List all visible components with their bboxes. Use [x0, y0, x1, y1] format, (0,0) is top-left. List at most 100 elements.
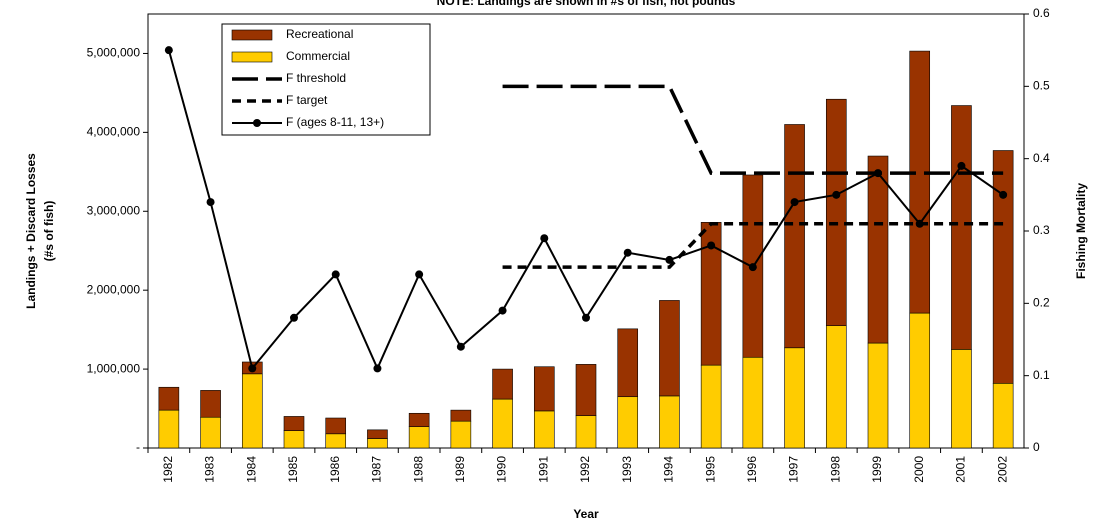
bar	[659, 395, 680, 449]
x-tick-label: 1987	[370, 456, 384, 483]
line	[502, 84, 1004, 175]
chart-title: NOTE: Landings are shown in #s of fish, …	[437, 0, 736, 8]
x-tick-label: 1985	[286, 456, 300, 483]
legend-label: F threshold	[286, 71, 346, 85]
y-tick-label: 5,000,000	[87, 46, 141, 60]
bar	[617, 328, 639, 398]
marker	[832, 190, 841, 199]
bar	[700, 364, 722, 449]
marker	[999, 190, 1008, 199]
bar	[992, 382, 1014, 449]
bar	[909, 50, 931, 314]
bar	[200, 390, 221, 418]
bar	[283, 416, 305, 431]
legend-marker	[253, 119, 261, 127]
x-tick-label: 1982	[161, 456, 175, 483]
x-tick-label: 1984	[244, 456, 258, 483]
y-axis-title: (#s of fish)	[42, 201, 56, 262]
bar	[200, 416, 221, 449]
marker	[957, 161, 966, 170]
marker	[623, 248, 632, 257]
bar	[784, 347, 805, 449]
marker	[373, 364, 382, 373]
x-tick-label: 2001	[954, 456, 968, 483]
marker	[540, 234, 549, 243]
marker	[582, 313, 590, 322]
legend-label: Commercial	[286, 49, 350, 63]
y2-tick-label: 0	[1033, 440, 1040, 454]
bar	[825, 325, 847, 449]
marker	[790, 198, 799, 207]
bar	[450, 409, 472, 422]
y-axis-title: Landings + Discard Losses	[24, 153, 38, 309]
y-tick-label: 2,000,000	[87, 282, 141, 296]
x-tick-label: 1992	[578, 456, 592, 483]
x-tick-label: 1997	[787, 456, 801, 483]
marker	[331, 270, 340, 279]
bar	[492, 368, 513, 400]
y2-tick-label: 0.5	[1033, 79, 1050, 93]
bar	[784, 124, 805, 349]
bar	[825, 98, 847, 326]
y-tick-label: 1,000,000	[87, 361, 141, 375]
marker	[707, 241, 716, 250]
bar	[951, 105, 972, 350]
x-tick-label: 1994	[662, 456, 676, 483]
legend-label: F target	[286, 93, 328, 107]
marker	[665, 255, 674, 264]
marker	[164, 46, 173, 55]
x-tick-label: 1991	[536, 456, 550, 483]
bar	[533, 366, 555, 412]
bar	[158, 386, 180, 411]
bar	[367, 429, 388, 439]
marker	[456, 342, 465, 351]
bar	[867, 155, 889, 344]
y2-tick-label: 0.2	[1033, 296, 1050, 310]
marker	[415, 270, 424, 279]
y2-tick-label: 0.1	[1033, 368, 1050, 382]
marker	[206, 198, 215, 207]
y2-tick-label: 0.4	[1033, 151, 1050, 165]
x-tick-label: 1986	[328, 456, 342, 483]
x-tick-label: 1990	[495, 456, 509, 483]
bar	[325, 433, 347, 449]
x-tick-label: 1983	[203, 456, 217, 483]
marker	[498, 306, 507, 315]
y-tick-label: 4,000,000	[87, 125, 141, 139]
marker	[915, 219, 924, 228]
y2-tick-label: 0.3	[1033, 223, 1050, 237]
x-tick-label: 1999	[870, 456, 884, 483]
x-tick-label: 1995	[703, 456, 717, 483]
bar	[575, 364, 597, 416]
y2-axis-title: Fishing Mortality	[1074, 183, 1088, 279]
bar	[742, 356, 764, 449]
bar	[283, 430, 305, 449]
bar	[575, 415, 597, 449]
bar	[659, 300, 680, 397]
y2-tick-label: 0.6	[1033, 6, 1050, 20]
marker	[748, 263, 757, 272]
bar	[367, 438, 388, 449]
x-tick-label: 1988	[411, 456, 425, 483]
y-tick-label: -	[136, 440, 140, 454]
marker	[290, 313, 298, 322]
x-tick-label: 2000	[912, 456, 926, 483]
marker	[248, 364, 257, 373]
bar	[325, 417, 347, 435]
bar	[951, 349, 972, 449]
bar	[492, 398, 513, 449]
x-tick-label: 2002	[995, 456, 1009, 483]
x-tick-label: 1998	[828, 456, 842, 483]
bar	[241, 373, 263, 449]
x-axis-title: Year	[573, 507, 599, 521]
x-tick-label: 1989	[453, 456, 467, 483]
bar	[617, 396, 639, 449]
legend-label: Recreational	[286, 27, 353, 41]
bar	[909, 312, 931, 449]
x-tick-label: 1996	[745, 456, 759, 483]
bar	[408, 412, 430, 427]
y-tick-label: 3,000,000	[87, 203, 141, 217]
bar	[533, 410, 555, 449]
